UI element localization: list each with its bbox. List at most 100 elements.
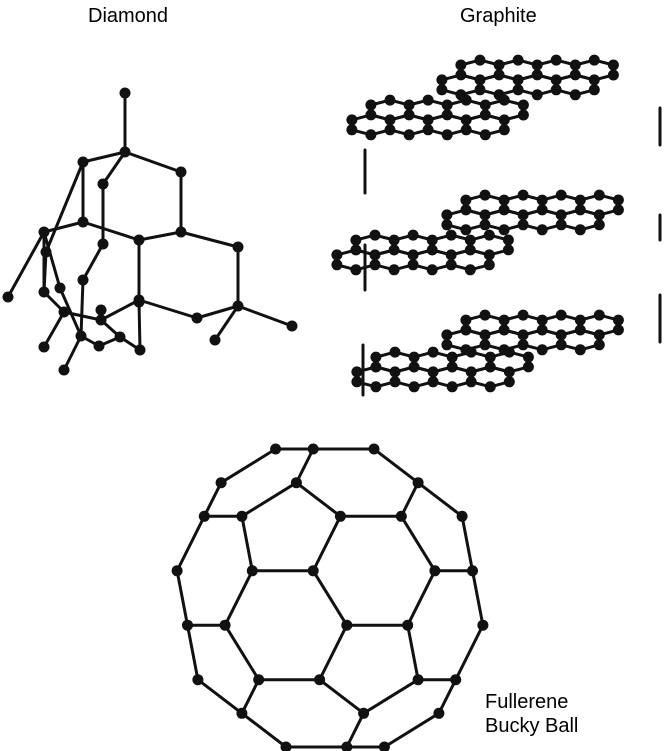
fullerene-bond: [175, 569, 189, 627]
atom: [555, 219, 567, 231]
atom: [97, 178, 109, 190]
atom: [38, 226, 50, 238]
atom: [450, 674, 462, 686]
atom: [219, 619, 231, 631]
diamond-bond: [123, 150, 183, 174]
diamond-bond: [6, 230, 46, 299]
atom: [484, 381, 496, 393]
atom: [307, 443, 319, 455]
atom: [422, 124, 434, 136]
atom: [445, 259, 457, 271]
atom: [119, 146, 131, 158]
atom: [388, 234, 400, 246]
atom: [422, 94, 434, 106]
atom: [460, 114, 472, 126]
diamond-bond: [58, 286, 83, 338]
diamond-bond: [137, 230, 183, 242]
atom: [569, 69, 581, 81]
atom: [402, 619, 414, 631]
atom: [460, 314, 472, 326]
atom: [574, 224, 586, 236]
atom: [426, 264, 438, 276]
atom: [612, 324, 624, 336]
atom: [512, 54, 524, 66]
atom: [483, 229, 495, 241]
graphite-layers: [331, 54, 662, 397]
atom: [441, 339, 453, 351]
atom: [408, 381, 420, 393]
fullerene-bond: [196, 678, 244, 715]
atom: [460, 194, 472, 206]
atom: [341, 619, 353, 631]
atom: [389, 376, 401, 388]
atom: [351, 366, 363, 378]
atom: [460, 94, 472, 106]
atom: [365, 109, 377, 121]
atom: [232, 241, 244, 253]
atom: [517, 219, 529, 231]
atom: [441, 99, 453, 111]
atom: [479, 189, 491, 201]
atom: [484, 361, 496, 373]
atom: [378, 741, 390, 751]
atom: [395, 510, 407, 522]
atom: [446, 351, 458, 363]
atom: [346, 124, 358, 136]
atom: [474, 74, 486, 86]
fullerene-bond: [311, 569, 349, 627]
atom: [569, 89, 581, 101]
diamond-bond: [101, 150, 127, 186]
atom: [119, 87, 131, 99]
fullerene-bond: [399, 481, 420, 518]
atom: [370, 351, 382, 363]
atom: [446, 381, 458, 393]
atom: [407, 249, 419, 261]
atom: [58, 306, 70, 318]
atom: [350, 234, 362, 246]
diamond-bond: [62, 334, 83, 372]
atom: [467, 565, 478, 577]
atom: [427, 346, 439, 358]
atom: [232, 300, 244, 312]
diamond-bond: [81, 242, 105, 282]
atom: [334, 510, 346, 522]
atom: [498, 324, 510, 336]
atom: [498, 94, 510, 106]
atom: [331, 249, 343, 261]
fullerene-bond: [460, 514, 474, 573]
atom: [436, 84, 448, 96]
atom: [388, 244, 400, 256]
atom: [531, 89, 543, 101]
diamond-bond: [99, 298, 141, 322]
diamond-bond: [137, 298, 199, 320]
atom: [574, 344, 586, 356]
fullerene-bond: [294, 447, 315, 485]
atom: [593, 309, 605, 321]
atom: [465, 376, 477, 388]
atom: [369, 229, 381, 241]
atom: [593, 189, 605, 201]
atom: [426, 244, 438, 256]
fullerene-bond: [416, 481, 464, 518]
atom: [503, 366, 515, 378]
atom: [58, 364, 70, 376]
atom: [441, 109, 453, 121]
diamond-bond: [195, 304, 240, 320]
atom: [384, 114, 396, 126]
diamond-bond: [42, 230, 62, 290]
atom: [536, 314, 548, 326]
atom: [517, 329, 529, 341]
fullerene-bond: [406, 623, 420, 682]
atom: [236, 707, 248, 719]
fullerene-label: Fullerene: [485, 691, 569, 713]
atom: [574, 204, 586, 216]
atom: [40, 246, 52, 258]
diamond-label: Diamond: [88, 5, 169, 27]
atom: [182, 619, 193, 631]
atom: [612, 314, 624, 326]
diamond-bond: [81, 150, 127, 164]
atom: [550, 84, 562, 96]
atom: [517, 309, 529, 321]
atom: [474, 84, 486, 96]
